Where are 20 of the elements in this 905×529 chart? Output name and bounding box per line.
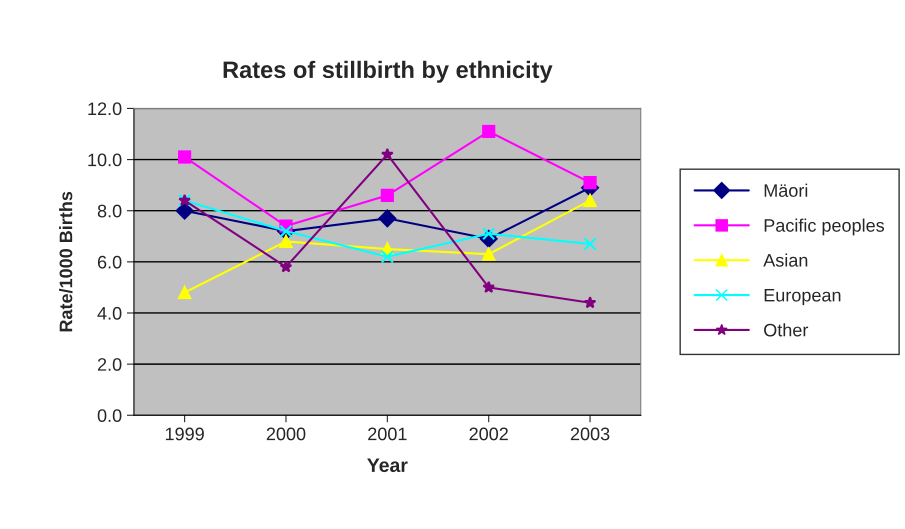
legend-label: Pacific peoples [764, 218, 884, 236]
x-tick-label: 2001 [368, 428, 407, 440]
y-tick-label: 0.0 [98, 409, 122, 422]
y-tick-label: 8.0 [98, 204, 122, 218]
legend-label: Asian [763, 253, 808, 267]
y-axis-title: Rate/1000 Births [59, 192, 72, 332]
x-tick-label: 2002 [470, 428, 508, 440]
legend-label: Mäori [764, 184, 808, 197]
legend-label: European [764, 288, 840, 306]
y-tick-label: 6.0 [98, 256, 122, 269]
x-axis-title: Year [367, 458, 408, 472]
y-tick-label: 4.0 [97, 306, 122, 320]
y-tick-label: 2.0 [98, 358, 122, 371]
y-tick-label: 10.0 [88, 154, 122, 166]
x-tick-label: 2000 [266, 428, 306, 440]
chart-title: Rates of stillbirth by ethnicity [224, 60, 553, 83]
y-tick-label: 12.0 [88, 102, 122, 116]
legend-label: Other [764, 323, 808, 336]
x-tick-label: 2003 [570, 428, 610, 440]
x-tick-label: 1999 [166, 428, 204, 440]
